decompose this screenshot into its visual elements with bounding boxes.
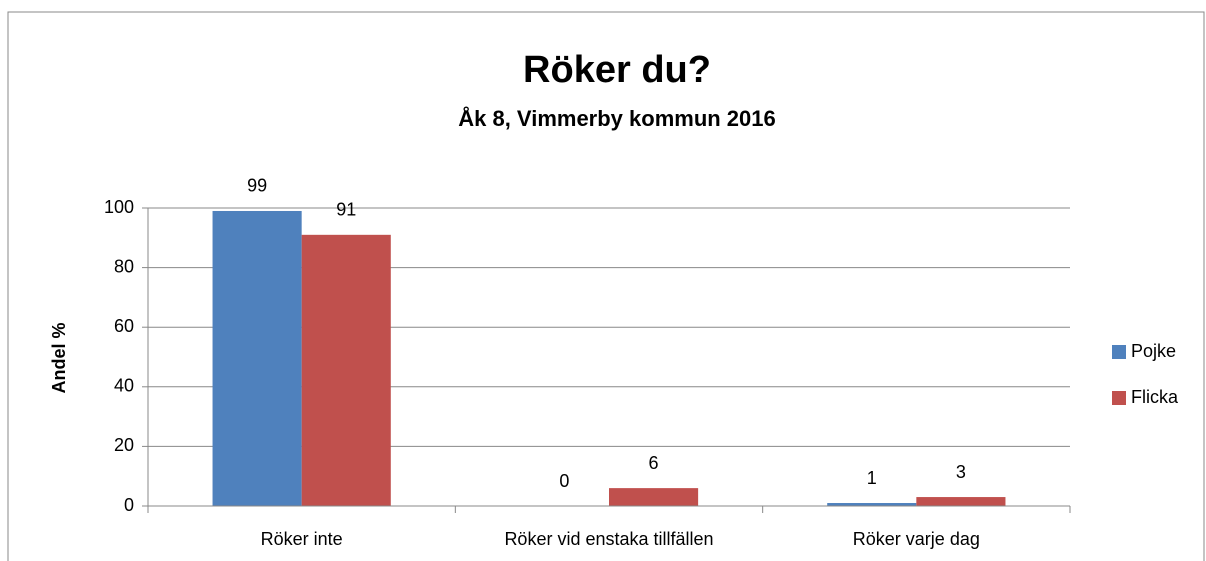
y-axis-label: Andel %: [49, 322, 69, 393]
x-tick-label: Röker varje dag: [853, 529, 980, 549]
data-label: 0: [559, 471, 569, 491]
data-label: 3: [956, 462, 966, 482]
data-label: 1: [867, 468, 877, 488]
y-tick-label: 100: [104, 197, 134, 217]
bar: [212, 210, 302, 507]
bar: [916, 497, 1006, 506]
legend-label: Pojke: [1131, 341, 1176, 361]
y-tick-label: 0: [124, 495, 134, 515]
bar: [301, 234, 391, 506]
bar: [609, 488, 699, 506]
y-tick-label: 40: [114, 376, 134, 396]
x-tick-label: Röker vid enstaka tillfällen: [504, 529, 713, 549]
data-label: 99: [247, 176, 267, 196]
x-tick-label: Röker inte: [261, 529, 343, 549]
legend-swatch: [1112, 391, 1126, 405]
chart-subtitle: Åk 8, Vimmerby kommun 2016: [458, 105, 776, 131]
chart-title: Röker du?: [523, 49, 711, 91]
bar: [827, 503, 917, 506]
data-label: 6: [649, 453, 659, 473]
y-tick-label: 20: [114, 435, 134, 455]
data-label: 91: [336, 200, 356, 220]
legend-swatch: [1112, 345, 1126, 359]
y-tick-label: 80: [114, 256, 134, 276]
chart-frame: [7, 11, 1205, 561]
legend-label: Flicka: [1131, 387, 1179, 407]
y-tick-label: 60: [114, 316, 134, 336]
